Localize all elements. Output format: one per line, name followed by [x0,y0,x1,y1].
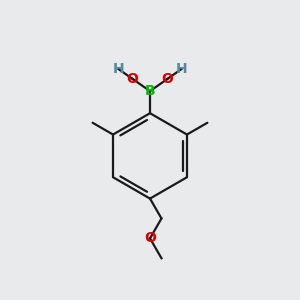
Text: H: H [113,62,124,76]
Text: O: O [161,72,173,86]
Text: O: O [144,231,156,245]
Text: O: O [127,72,139,86]
Text: H: H [176,62,187,76]
Text: B: B [145,84,155,98]
